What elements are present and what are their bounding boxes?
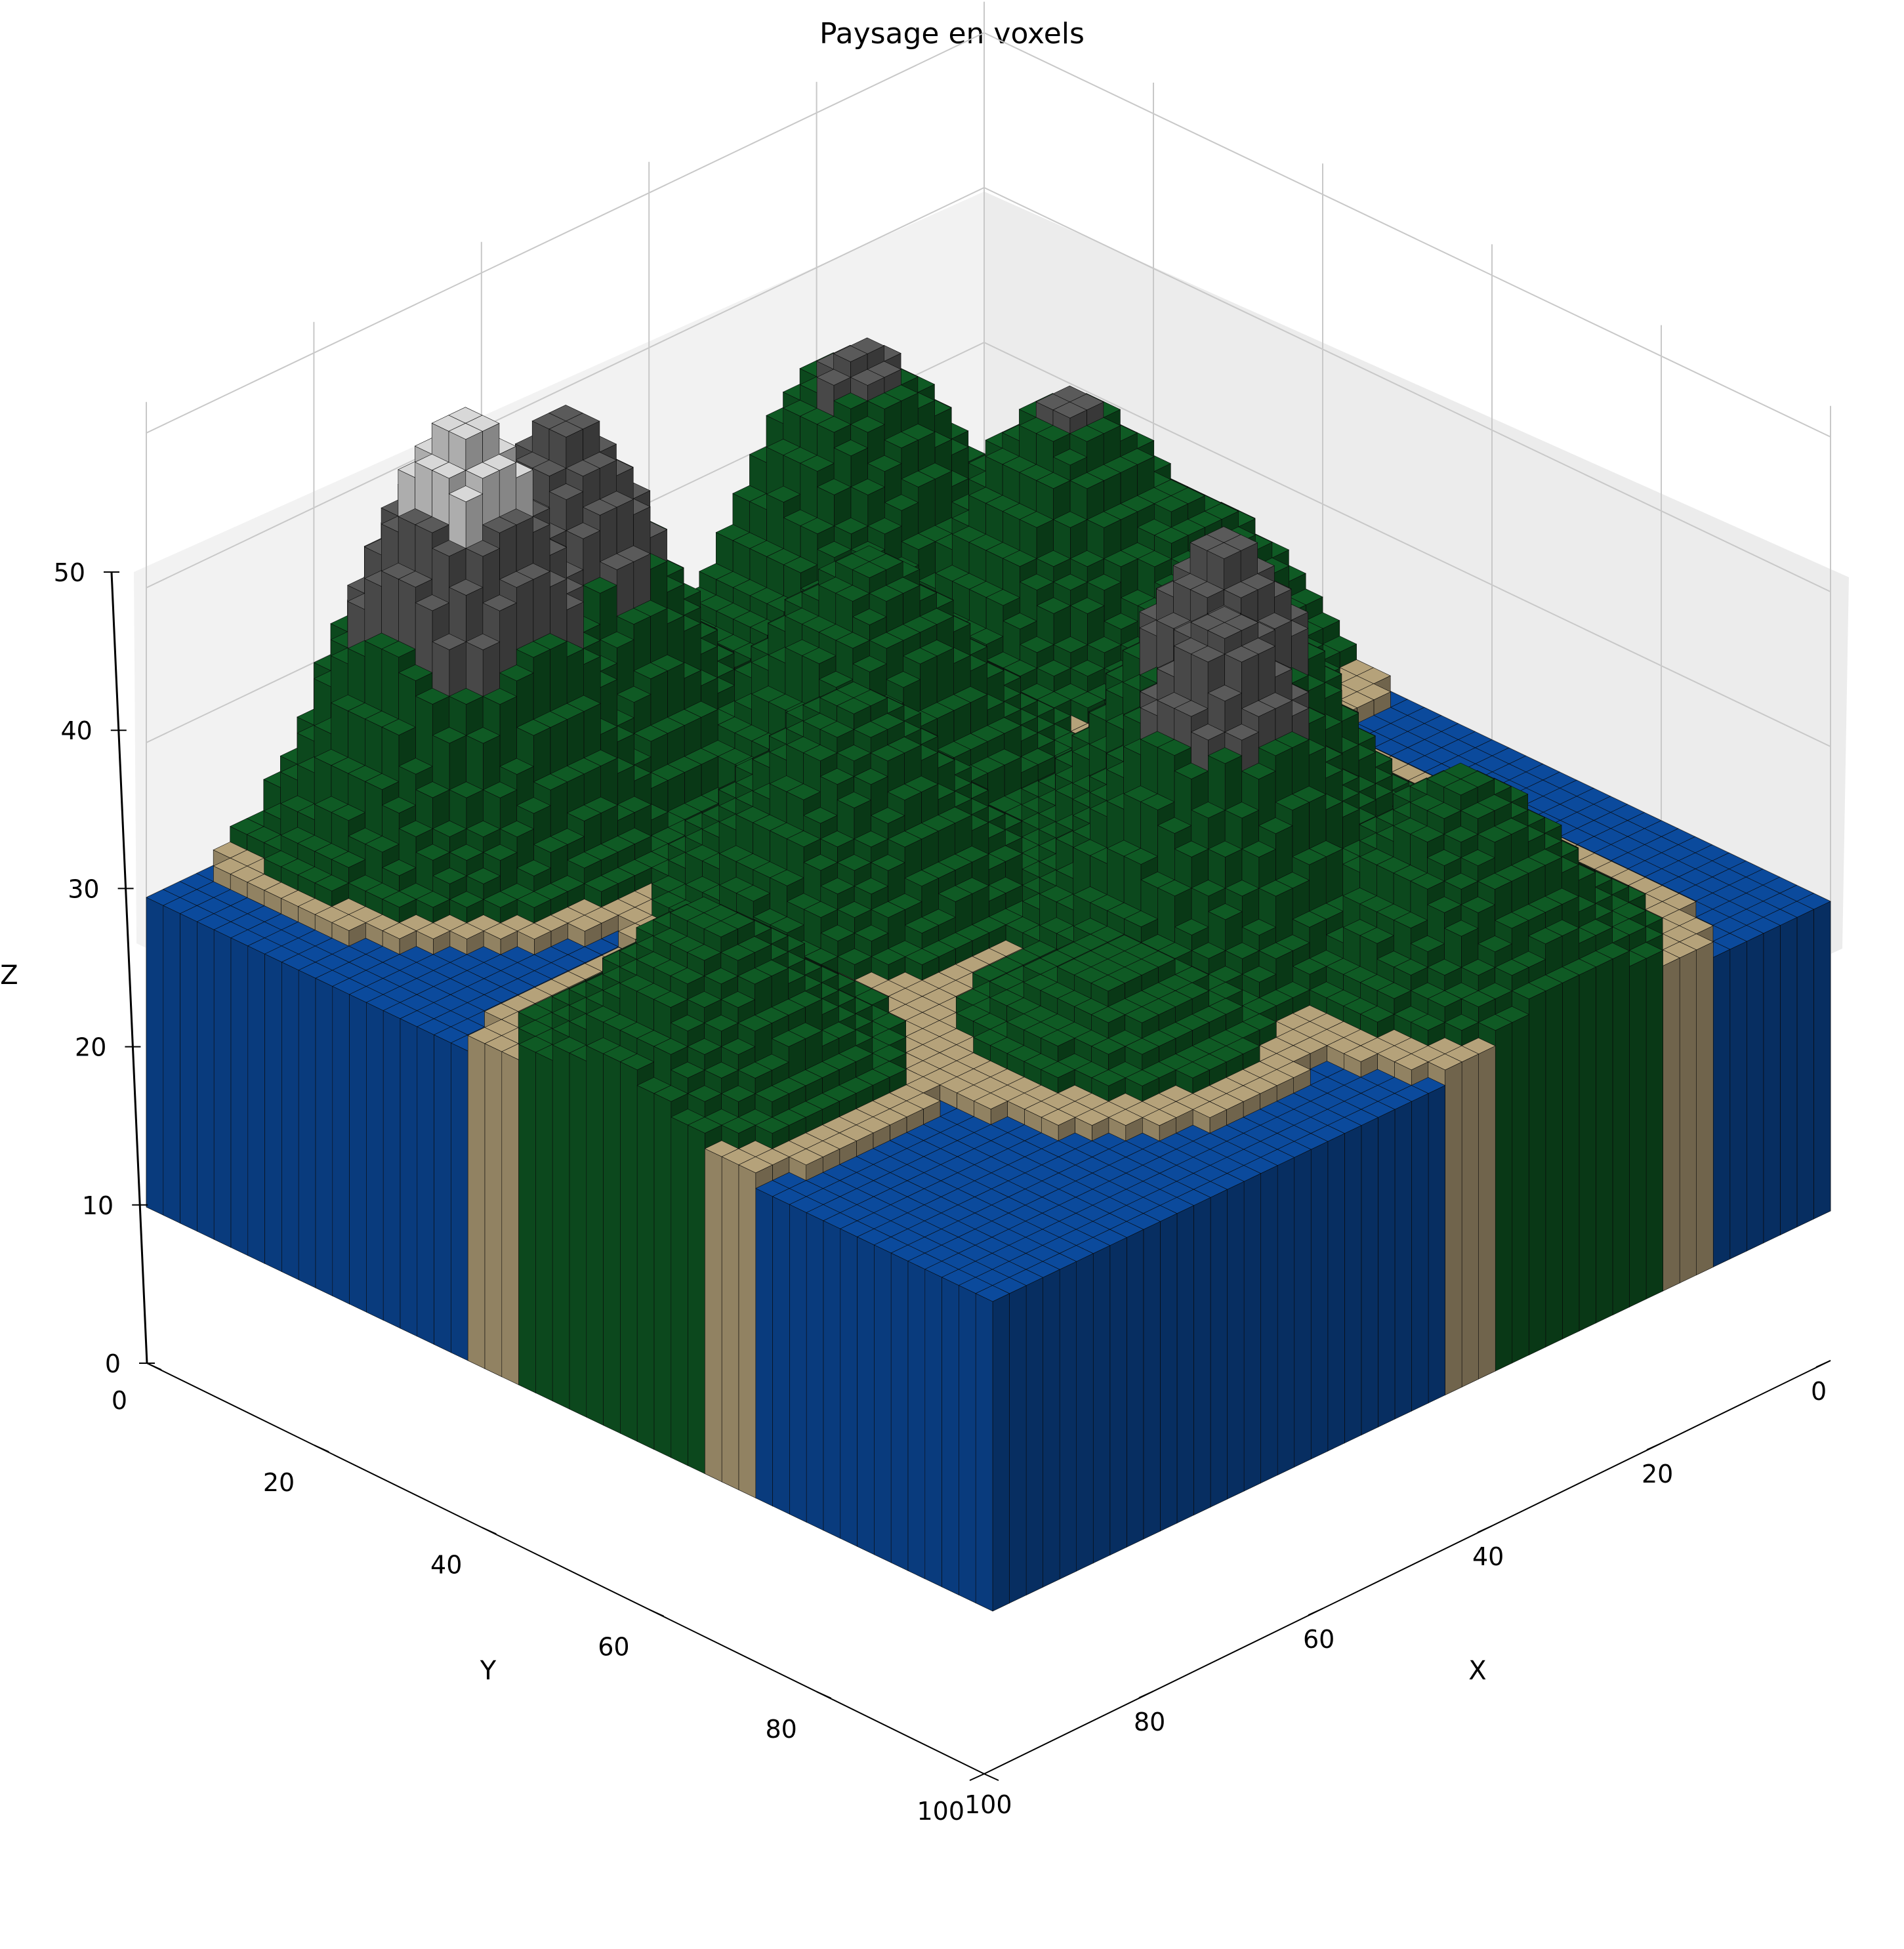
voxel-face	[146, 897, 163, 1215]
voxel-face	[1697, 942, 1714, 1275]
voxel-face	[197, 922, 214, 1239]
voxel-face	[1747, 933, 1764, 1251]
voxel-face	[265, 954, 282, 1271]
voxel-face	[248, 946, 265, 1263]
voxel-face	[1764, 926, 1781, 1243]
voxel-face	[214, 930, 231, 1247]
voxel-face	[1730, 941, 1747, 1259]
voxel-face	[281, 962, 299, 1280]
voxel-face	[1813, 901, 1831, 1219]
chart-title: Paysage en voxels	[819, 17, 1085, 51]
voxel-face	[299, 970, 316, 1288]
voxel-face	[1713, 949, 1730, 1267]
voxel-face	[1797, 909, 1814, 1227]
voxel-face	[231, 938, 248, 1256]
voxel-face	[163, 905, 180, 1223]
voxel-face	[1780, 917, 1797, 1235]
voxel-face	[1680, 950, 1697, 1283]
voxel-face	[180, 914, 197, 1231]
